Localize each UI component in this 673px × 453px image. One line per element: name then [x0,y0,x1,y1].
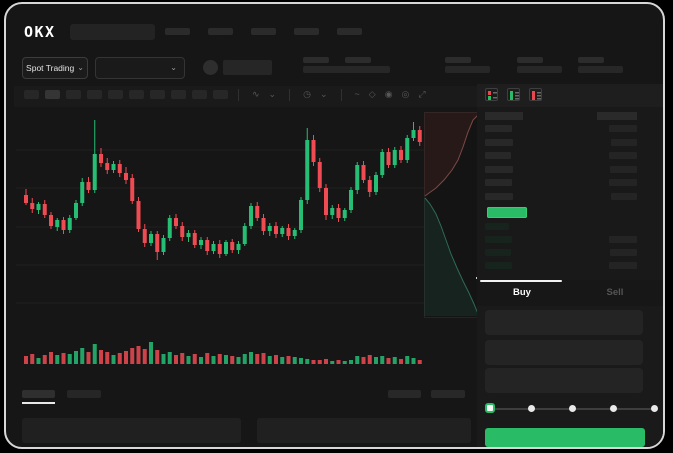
price-chart[interactable] [14,106,490,376]
tab-buy[interactable]: Buy [513,287,531,298]
timeframe-button[interactable] [24,90,39,99]
order-book-row[interactable] [485,165,513,173]
tab-sell[interactable]: Sell [606,287,624,298]
order-book-row[interactable] [485,262,512,269]
bottom-tab-placeholder[interactable] [67,390,101,398]
top-nav [165,28,362,35]
pair-name-placeholder [223,60,272,75]
okx-logo: OKX [24,23,56,41]
nav-item-placeholder[interactable] [165,28,190,35]
order-book-header-band [477,84,663,107]
order-book-price-header [485,112,523,120]
chevron-down-icon[interactable]: ⌄ [319,89,328,99]
timeframe-button[interactable] [45,90,60,99]
market-type-dropdown[interactable]: Spot Trading ⌄ [22,57,88,79]
order-book-amount [609,179,637,186]
bottom-tab-active-placeholder[interactable] [22,390,55,398]
ticker-stat [578,57,623,73]
order-book-amount [609,236,637,243]
order-book-amount [610,249,637,256]
chevron-down-icon[interactable]: ⌄ [268,89,277,99]
ticker-stat [445,57,490,73]
pair-title-placeholder[interactable] [70,24,155,40]
order-book-row[interactable] [485,192,513,200]
amount-slider[interactable] [480,399,663,419]
order-book-row[interactable] [485,223,509,230]
bottom-action-placeholder[interactable] [388,390,421,398]
timeframe-button[interactable] [213,90,228,99]
nav-item-placeholder[interactable] [337,28,362,35]
orderbook-layout-buy-icon[interactable] [507,88,520,101]
candle-type-icon[interactable]: ∿ [252,89,260,99]
timeframe-row [24,90,228,99]
slider-handle[interactable] [485,403,495,413]
order-book-row[interactable] [485,236,512,243]
line-tool-icon[interactable]: ~ [354,89,360,99]
slider-stop[interactable] [650,405,658,412]
order-book-amount [609,262,637,269]
ticker-stat [517,57,562,73]
price-input[interactable] [485,310,643,335]
market-type-label: Spot Trading [26,63,75,73]
ticker-stat [345,57,390,73]
last-price-bar[interactable] [487,207,527,218]
timeframe-button[interactable] [108,90,123,99]
settings-icon[interactable]: ◎ [401,89,410,99]
order-book-row[interactable] [485,138,513,146]
timeframe-button[interactable] [171,90,186,99]
bottom-tab-underline [22,402,55,404]
tag-icon[interactable]: ◇ [368,89,376,99]
bottom-action-placeholder[interactable] [431,390,465,398]
slider-stop[interactable] [568,405,576,412]
order-book-layout-toggles [485,88,542,101]
divider [340,88,342,101]
total-input[interactable] [485,368,643,393]
timeframe-button[interactable] [129,90,144,99]
slider-stop[interactable] [527,405,535,412]
coin-icon [203,60,218,75]
pair-selector-dropdown[interactable]: ⌄ [95,57,185,79]
orderbook-layout-split-icon[interactable] [485,88,498,101]
camera-icon[interactable]: ◉ [384,89,393,99]
chevron-down-icon: ⌄ [77,63,84,72]
amount-input[interactable] [485,340,643,365]
timeframe-button[interactable] [66,90,81,99]
order-book-row[interactable] [485,152,511,159]
slider-stop[interactable] [609,405,617,412]
order-book-amount [609,125,637,132]
active-tab-indicator [480,280,562,282]
timeframe-button[interactable] [150,90,165,99]
ticker-stat [303,57,348,73]
divider [289,88,291,101]
orderbook-layout-sell-icon[interactable] [529,88,542,101]
nav-item-placeholder[interactable] [208,28,233,35]
trade-tabs: Buy Sell [477,280,663,306]
tablet-frame: OKX Spot Trading ⌄ ⌄ ∿ ⌄ ◷ ⌄ ~ ◇ ◉ ◎ ⤢ [4,2,665,449]
order-book-amount [609,152,637,159]
timeframe-button[interactable] [192,90,207,99]
chart-tool-icons: ∿ ⌄ ◷ ⌄ ~ ◇ ◉ ◎ ⤢ [234,88,426,101]
order-book-amount [611,192,637,200]
timeframe-button[interactable] [87,90,102,99]
order-book-amount [611,138,637,146]
orders-panel-placeholder[interactable] [22,418,241,443]
order-book-amount-header [597,112,637,120]
buy-submit-button[interactable] [485,428,645,447]
chevron-down-icon: ⌄ [170,63,177,72]
order-book-row[interactable] [485,179,512,186]
fullscreen-icon[interactable]: ⤢ [418,89,426,99]
nav-item-placeholder[interactable] [251,28,276,35]
divider [238,88,239,101]
history-panel-placeholder[interactable] [257,418,471,443]
interval-icon[interactable]: ◷ [303,89,311,99]
order-book-amount [610,165,637,173]
nav-item-placeholder[interactable] [294,28,319,35]
order-book-row[interactable] [485,249,511,256]
order-book-row[interactable] [485,125,512,132]
